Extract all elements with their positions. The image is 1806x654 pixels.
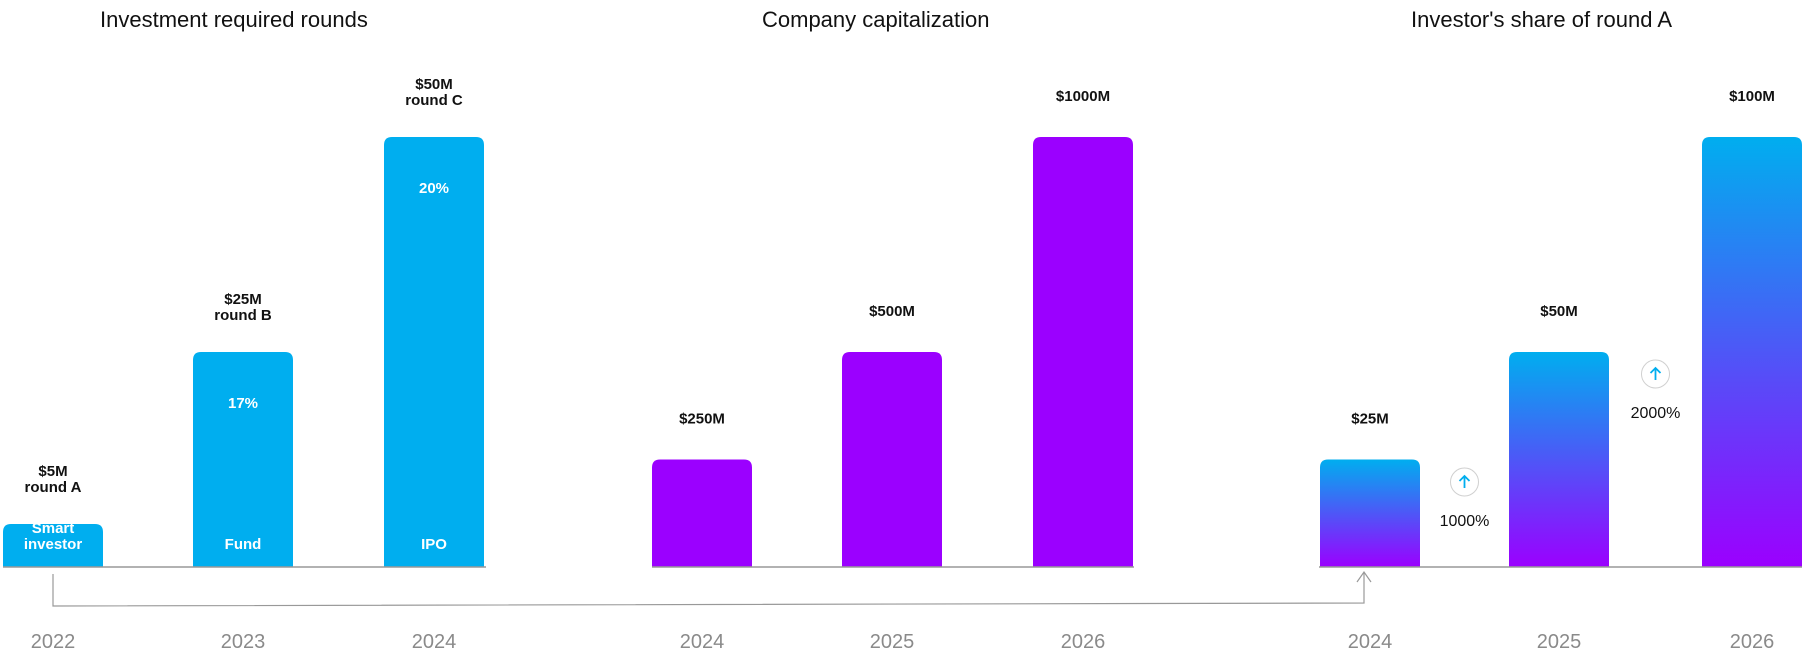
- value-label: $50M: [415, 76, 453, 93]
- chart-title-company-capitalization: Company capitalization: [762, 7, 989, 32]
- chart-title-investment-rounds: Investment required rounds: [100, 7, 368, 32]
- chart-company-capitalization: $250M 2024 $500M 2025 $1000M 2026: [652, 88, 1134, 653]
- value-label: round A: [25, 479, 82, 496]
- percent-label: 17%: [228, 395, 258, 412]
- year-label: 2024: [680, 631, 725, 653]
- bar-2026: [1702, 137, 1802, 567]
- bar-2025: [1509, 352, 1609, 567]
- bar-2023: [193, 352, 293, 567]
- year-label: 2025: [1537, 631, 1582, 653]
- percent-label: 20%: [419, 180, 449, 197]
- value-label: $25M: [224, 291, 262, 308]
- arrow-up-icon: [1458, 474, 1471, 488]
- bar-2024: [1320, 459, 1420, 567]
- arrow-connector-icon: [1356, 570, 1372, 583]
- bar-2026: [1033, 137, 1133, 567]
- value-label: $100M: [1729, 88, 1775, 105]
- growth-label: 1000%: [1440, 513, 1490, 530]
- bar-2024: [384, 137, 484, 567]
- value-label: round C: [405, 92, 463, 109]
- year-label: 2024: [412, 631, 457, 653]
- year-label: 2025: [870, 631, 915, 653]
- value-label: $250M: [679, 411, 725, 428]
- investor-type-label: Fund: [225, 536, 262, 553]
- year-label: 2022: [31, 631, 76, 653]
- chart-title-investor-share: Investor's share of round A: [1411, 7, 1672, 32]
- investor-type-label: Smart: [32, 520, 75, 537]
- arrow-up-icon: [1649, 366, 1662, 380]
- year-label: 2023: [221, 631, 266, 653]
- value-label: $50M: [1540, 303, 1578, 320]
- value-label: $1000M: [1056, 88, 1110, 105]
- bar-2024: [652, 459, 752, 567]
- chart-investor-share: $25M 2024 $50M 2025 $100M 2026 1000% 2000%: [1319, 88, 1802, 653]
- investor-type-label: IPO: [421, 536, 447, 553]
- growth-label: 2000%: [1631, 405, 1681, 422]
- investor-type-label: investor: [24, 536, 83, 553]
- year-label: 2026: [1730, 631, 1775, 653]
- bar-2025: [842, 352, 942, 567]
- value-label: round B: [214, 307, 272, 324]
- value-label: $500M: [869, 303, 915, 320]
- bar-2022: [3, 524, 103, 567]
- year-label: 2026: [1061, 631, 1106, 653]
- flow-connector-line: [52, 573, 1365, 607]
- value-label: $25M: [1351, 411, 1389, 428]
- value-label: $5M: [38, 463, 67, 480]
- year-label: 2024: [1348, 631, 1393, 653]
